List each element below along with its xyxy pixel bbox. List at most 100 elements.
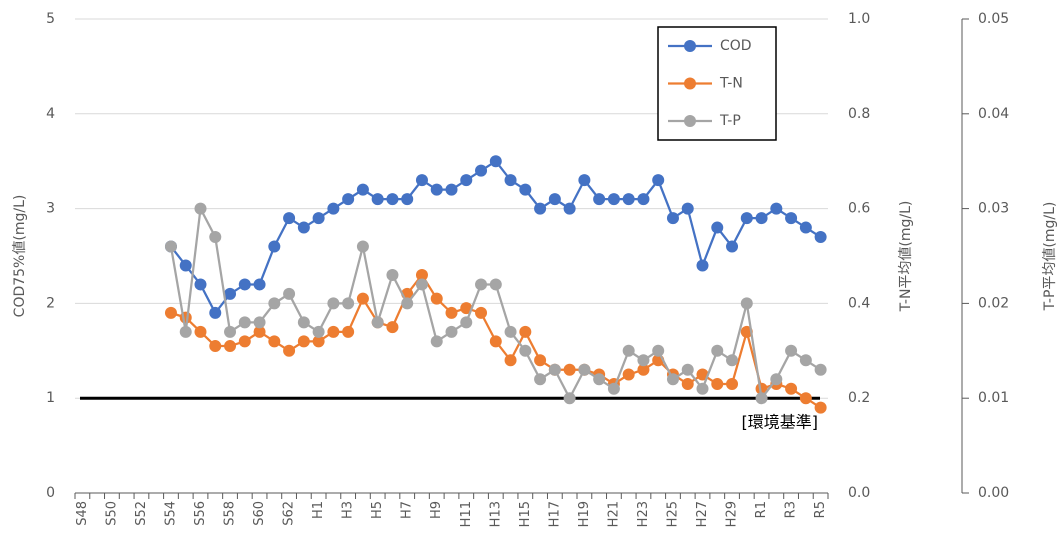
y-tick-label: 3 (46, 201, 55, 217)
data-point (356, 240, 369, 253)
data-point (327, 325, 340, 338)
data-point (534, 373, 547, 386)
x-tick-label: S60 (252, 501, 267, 526)
data-point (312, 325, 325, 338)
y3-tick-label: 0.03 (978, 201, 1009, 217)
x-tick-label: S58 (223, 501, 238, 526)
x-tick-label: H17 (547, 501, 562, 527)
data-point (622, 344, 635, 357)
data-point (755, 212, 768, 225)
data-point (312, 212, 325, 225)
data-point (504, 354, 517, 367)
x-tick-label: S62 (282, 501, 297, 526)
data-point (681, 377, 694, 390)
data-point (666, 212, 679, 225)
data-point (548, 363, 561, 376)
data-point (740, 212, 753, 225)
data-point (637, 193, 650, 206)
data-point (652, 174, 665, 187)
data-point (637, 354, 650, 367)
data-point (430, 183, 443, 196)
data-point (356, 292, 369, 305)
data-point (504, 325, 517, 338)
data-point (799, 221, 812, 234)
data-point (563, 363, 576, 376)
data-point (770, 373, 783, 386)
y3-tick-label: 0.00 (978, 485, 1009, 501)
x-tick-label: H11 (459, 501, 474, 527)
data-point (622, 368, 635, 381)
data-point (519, 344, 532, 357)
data-point (696, 368, 709, 381)
reference-label: [環境基準] (742, 413, 819, 432)
y2-tick-label: 0.6 (848, 201, 870, 217)
data-point (534, 354, 547, 367)
data-point (283, 344, 296, 357)
data-point (238, 278, 251, 291)
data-point (401, 297, 414, 310)
data-point (578, 363, 591, 376)
data-point (460, 302, 473, 315)
x-tick-label: H7 (400, 501, 415, 519)
data-point (504, 174, 517, 187)
data-point (799, 392, 812, 405)
data-point (578, 174, 591, 187)
data-point (711, 221, 724, 234)
y-tick-label: 1 (46, 390, 55, 406)
x-tick-label: H13 (488, 501, 503, 527)
data-point (475, 164, 488, 177)
data-point (460, 174, 473, 187)
data-point (253, 278, 266, 291)
legend-marker (684, 115, 696, 127)
data-point (785, 344, 798, 357)
legend-label: T-P (719, 113, 741, 129)
data-point (622, 193, 635, 206)
data-point (430, 292, 443, 305)
data-point (785, 382, 798, 395)
y2-tick-label: 0.4 (848, 295, 870, 311)
data-point (386, 268, 399, 281)
data-point (342, 325, 355, 338)
data-point (268, 335, 281, 348)
data-point (755, 392, 768, 405)
data-point (593, 373, 606, 386)
y-tick-label: 5 (46, 11, 55, 27)
x-tick-label: H27 (695, 501, 710, 527)
data-point (224, 340, 237, 353)
legend-marker (684, 40, 696, 52)
data-point (224, 287, 237, 300)
data-point (563, 392, 576, 405)
data-point (194, 325, 207, 338)
data-point (238, 316, 251, 329)
data-point (283, 212, 296, 225)
x-tick-label: H19 (577, 501, 592, 527)
data-point (740, 297, 753, 310)
data-point (283, 287, 296, 300)
data-point (327, 297, 340, 310)
data-point (164, 306, 177, 319)
y3-tick-label: 0.02 (978, 295, 1009, 311)
data-point (652, 344, 665, 357)
y3-tick-label: 0.01 (978, 390, 1009, 406)
data-point (814, 363, 827, 376)
data-point (475, 278, 488, 291)
data-point (297, 335, 310, 348)
data-point (386, 193, 399, 206)
data-point (711, 344, 724, 357)
data-point (519, 325, 532, 338)
data-point (371, 193, 384, 206)
y-axis-title: COD75%値(mg/L) (12, 195, 28, 318)
data-point (415, 278, 428, 291)
data-point (356, 183, 369, 196)
data-point (770, 202, 783, 215)
data-point (711, 377, 724, 390)
data-point (297, 316, 310, 329)
data-point (342, 193, 355, 206)
data-point (726, 377, 739, 390)
data-point (681, 202, 694, 215)
x-tick-label: H9 (429, 501, 444, 519)
x-tick-label: S54 (163, 501, 178, 526)
data-point (726, 240, 739, 253)
data-point (475, 306, 488, 319)
